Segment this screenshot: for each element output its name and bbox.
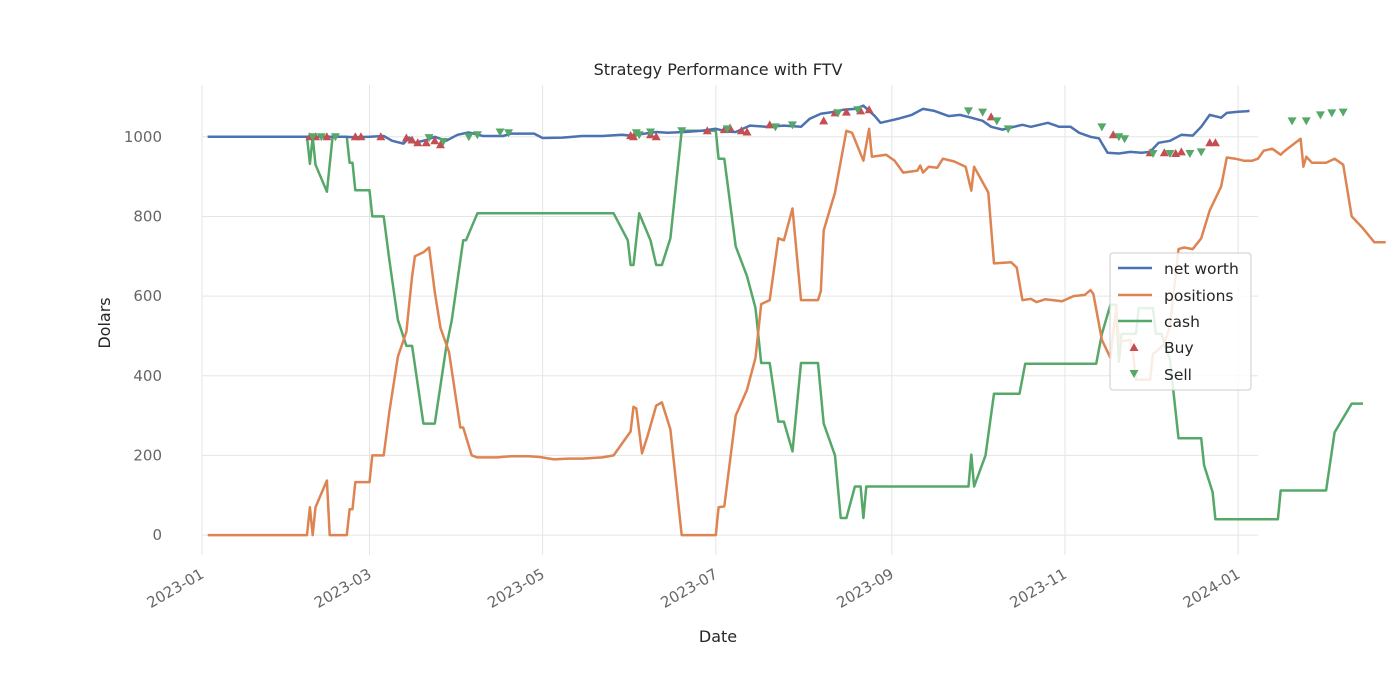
sell-marker: [770, 123, 780, 132]
sell-marker: [464, 133, 474, 142]
buy-marker: [356, 132, 366, 141]
legend-frame: [1109, 252, 1252, 391]
buy-marker: [765, 120, 775, 129]
buy-marker: [651, 132, 661, 141]
x-tick-label: 2023-07: [658, 565, 721, 612]
buy-marker: [841, 107, 851, 116]
legend-item-cash: cash: [1118, 313, 1200, 331]
sell-marker: [308, 133, 318, 142]
legend-label-net-worth: net worth: [1164, 260, 1239, 278]
legend-swatch-sell: [1129, 370, 1139, 378]
sell-marker: [722, 125, 732, 134]
legend-item-net-worth: net worth: [1118, 260, 1239, 278]
y-tick-label: 400: [133, 367, 162, 385]
buy-marker: [401, 133, 411, 142]
sell-marker: [833, 109, 843, 118]
sell-marker: [787, 121, 797, 130]
sell-marker: [1327, 109, 1337, 118]
sell-marker: [504, 129, 514, 138]
buy-marker: [1210, 138, 1220, 147]
y-tick-label: 1000: [124, 128, 162, 146]
buy-marker: [736, 126, 746, 135]
legend-swatch-buy: [1129, 343, 1139, 351]
sell-marker: [853, 106, 863, 115]
sell-marker: [424, 134, 434, 143]
sell-marker: [330, 133, 340, 142]
buy-marker: [421, 138, 431, 147]
buy-marker: [1205, 138, 1215, 147]
y-tick-label: 800: [133, 207, 162, 225]
sell-marker: [1165, 150, 1175, 159]
y-tick-label: 200: [133, 446, 162, 464]
buy-marker: [702, 126, 712, 135]
trade-markers: [305, 105, 1348, 159]
legend-item-buy: Buy: [1129, 339, 1194, 357]
sell-marker: [992, 117, 1002, 126]
sell-marker: [495, 128, 505, 137]
sell-marker: [963, 107, 973, 116]
x-tick-label: 2023-05: [484, 565, 547, 612]
axis-ticks: 0 200 400 600 800 1000 2023-01 2023-03 2023-05 20…: [124, 128, 1243, 612]
buy-marker: [413, 138, 423, 147]
buy-marker: [1159, 148, 1169, 157]
buy-marker: [435, 140, 445, 149]
chart-title: Strategy Performance with FTV: [594, 60, 843, 79]
sell-marker: [1185, 150, 1195, 159]
buy-marker: [819, 116, 829, 125]
legend-label-buy: Buy: [1164, 339, 1194, 357]
sell-marker: [1120, 135, 1130, 144]
x-axis-label: Date: [699, 627, 737, 646]
sell-marker: [1287, 117, 1297, 126]
sell-marker: [1338, 108, 1348, 117]
sell-marker: [1148, 150, 1158, 159]
legend-label-positions: positions: [1164, 287, 1233, 305]
x-tick-label: 2023-03: [311, 565, 374, 612]
buy-marker: [864, 105, 874, 114]
sell-marker: [1097, 123, 1107, 132]
y-axis-label: Dolars: [95, 297, 114, 348]
buy-marker: [742, 127, 752, 136]
sell-marker: [1315, 111, 1325, 120]
sell-marker: [472, 131, 482, 140]
sell-marker: [1003, 125, 1013, 134]
series-line-positions: [207, 127, 1386, 537]
sell-marker: [438, 138, 448, 147]
buy-marker: [628, 132, 638, 141]
legend-item-positions: positions: [1118, 287, 1233, 305]
buy-marker: [1176, 147, 1186, 156]
sell-marker: [316, 133, 326, 142]
buy-marker: [407, 135, 417, 144]
legend: net worth positions cash Buy Sell: [1109, 252, 1252, 391]
buy-marker: [430, 136, 440, 145]
legend-label-cash: cash: [1164, 313, 1200, 331]
grid: [201, 85, 1258, 555]
sell-marker: [677, 127, 687, 136]
x-tick-label: 2023-01: [144, 565, 207, 612]
buy-marker: [350, 132, 360, 141]
buy-marker: [1108, 130, 1118, 139]
legend-label-sell: Sell: [1164, 366, 1192, 384]
y-tick-label: 0: [152, 526, 162, 544]
x-tick-label: 2023-11: [1007, 565, 1070, 612]
sell-marker: [634, 131, 644, 140]
sell-marker: [646, 128, 656, 137]
sell-marker: [1301, 117, 1311, 126]
x-tick-label: 2024-01: [1180, 565, 1243, 612]
buy-marker: [322, 132, 332, 141]
buy-marker: [376, 132, 386, 141]
x-tick-label: 2023-09: [834, 565, 897, 612]
sell-marker: [978, 108, 988, 117]
sell-marker: [1196, 148, 1206, 157]
y-tick-label: 600: [133, 287, 162, 305]
legend-item-sell: Sell: [1129, 366, 1192, 384]
